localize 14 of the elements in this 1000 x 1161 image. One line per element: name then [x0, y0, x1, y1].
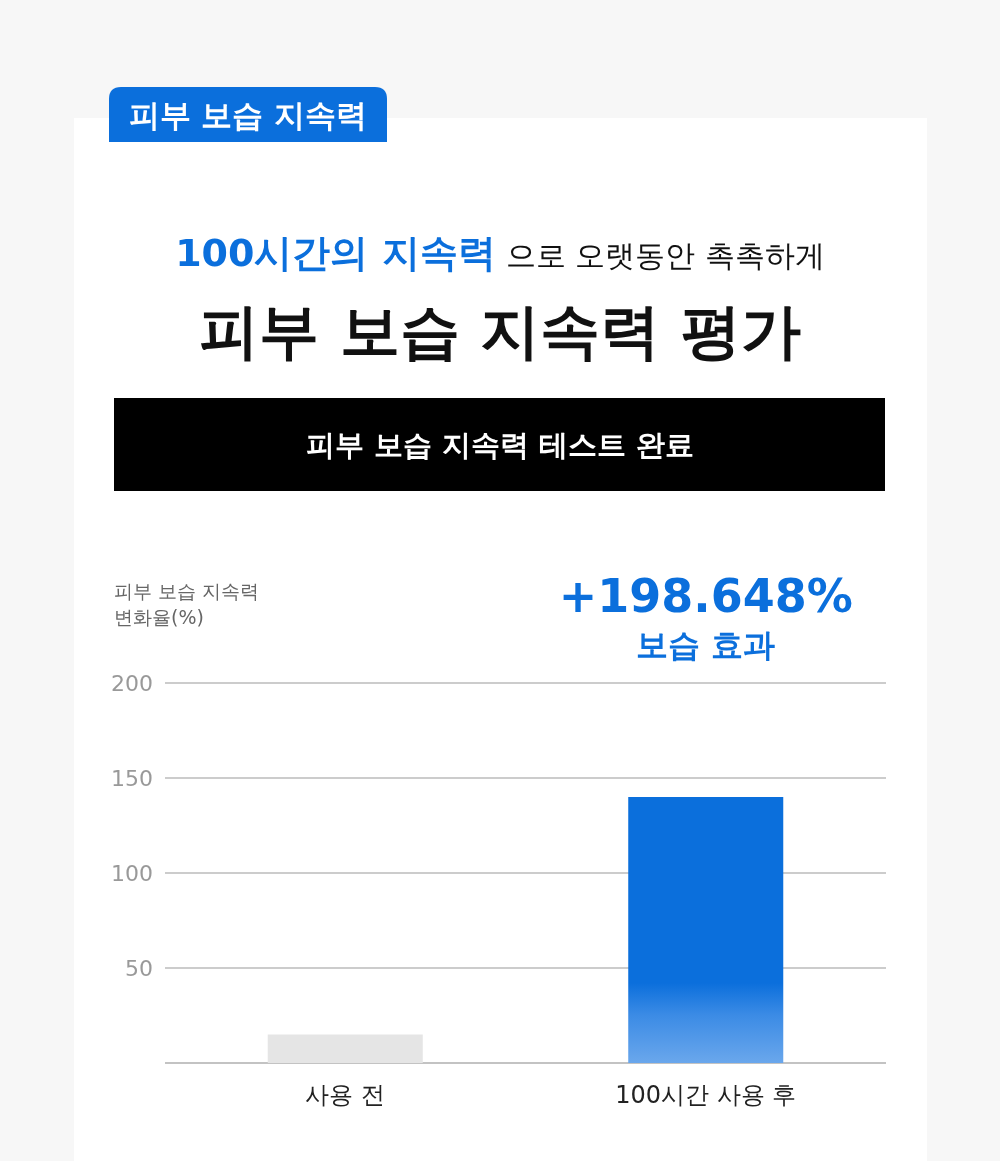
y-tick-label: 200	[111, 671, 153, 696]
y-axis-title: 피부 보습 지속력 변화율(%)	[114, 580, 260, 628]
y-tick-label: 150	[111, 766, 153, 791]
y-tick-label: 100	[111, 861, 153, 886]
x-tick-label: 사용 전	[305, 1081, 386, 1109]
x-tick-label: 100시간 사용 후	[615, 1081, 797, 1109]
text: 으로 오랫동안 촉촉하게	[505, 238, 825, 273]
y-tick-label: 50	[125, 956, 153, 981]
text: 100시간의 지속력	[175, 231, 496, 275]
text: 피부 보습 지속력	[128, 97, 368, 133]
text: 보습 효과	[636, 626, 776, 664]
chart-title: 피부 보습 지속력 평가	[198, 296, 802, 366]
text: 피부 보습 지속력 테스트 완료	[305, 428, 695, 462]
text: +198.648%	[558, 569, 853, 623]
